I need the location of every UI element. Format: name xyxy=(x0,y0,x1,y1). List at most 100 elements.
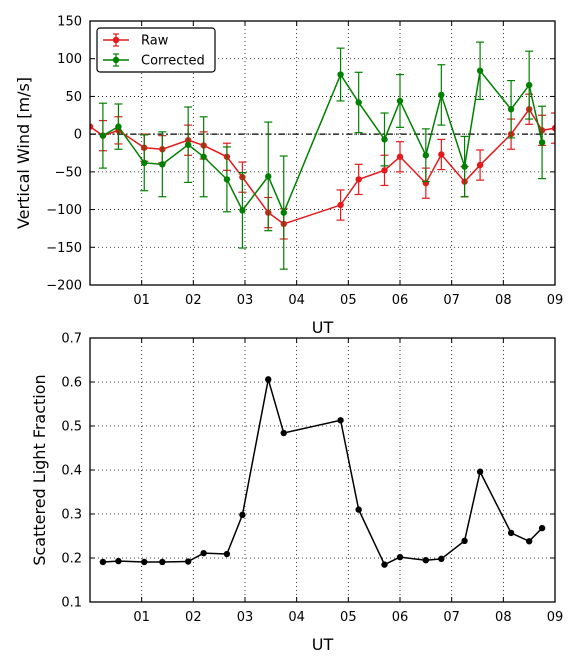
data-point xyxy=(355,506,362,513)
y-tick-label: 100 xyxy=(57,52,82,67)
x-axis-label: UT xyxy=(312,635,334,654)
data-point xyxy=(538,524,546,532)
x-tick-label: 08 xyxy=(495,610,512,625)
data-point xyxy=(159,558,166,566)
data-layer xyxy=(90,41,555,270)
x-tick-label: 06 xyxy=(392,293,409,308)
y-tick-label: 0.1 xyxy=(61,596,82,611)
legend-box xyxy=(96,27,216,73)
y-tick-label: 0 xyxy=(74,128,82,143)
data-point xyxy=(381,167,388,174)
data-point xyxy=(280,429,287,437)
x-tick-label: 01 xyxy=(133,610,150,625)
data-point xyxy=(115,123,122,130)
data-point xyxy=(355,99,362,106)
series-line xyxy=(102,379,543,566)
data-point xyxy=(507,529,515,537)
x-tick-label: 06 xyxy=(392,610,409,625)
vertical-wind-panel: 01 02 03 04 05 06 07 08 09 −200 −150 −100 −50 0 50 100 1… xyxy=(14,15,563,338)
data-point xyxy=(422,152,430,159)
x-tick-label: 07 xyxy=(443,293,460,308)
data-point xyxy=(159,161,166,168)
legend-marker xyxy=(112,56,120,64)
data-point xyxy=(538,139,546,146)
y-tick-label: 50 xyxy=(65,90,82,105)
x-tick-label: 04 xyxy=(288,610,305,625)
data-point xyxy=(280,209,287,216)
legend-label: Raw xyxy=(141,34,169,49)
scattered-light-panel: 01 02 03 04 05 06 07 08 09 0.1 0.2 0.3 0.4 0.5 0.6 0.7 U… xyxy=(30,332,563,655)
x-tick-label: 09 xyxy=(547,293,564,308)
series-corrected xyxy=(98,41,547,270)
data-point xyxy=(239,511,246,519)
data-point xyxy=(115,557,122,565)
data-point xyxy=(337,417,344,424)
x-tick-label: 05 xyxy=(340,293,357,308)
y-tick-label: 0.7 xyxy=(61,332,82,347)
y-axis-label: Scattered Light Fraction xyxy=(30,374,49,565)
y-axis-label: Vertical Wind [m/s] xyxy=(14,77,33,229)
series-line xyxy=(102,68,543,215)
data-layer xyxy=(99,376,546,568)
legend-label: Corrected xyxy=(141,54,205,69)
y-tick-label: −50 xyxy=(55,165,82,180)
data-point xyxy=(355,176,362,183)
data-point xyxy=(396,553,404,561)
y-tick-label: −200 xyxy=(46,279,82,294)
x-tick-label: 01 xyxy=(133,293,150,308)
x-axis-label: UT xyxy=(312,318,334,337)
data-point xyxy=(265,173,272,180)
y-tick-label: 0.4 xyxy=(61,464,82,479)
data-point xyxy=(476,468,484,475)
data-point xyxy=(200,153,207,160)
data-point xyxy=(337,71,344,78)
data-point xyxy=(507,106,515,113)
data-point xyxy=(461,537,468,545)
data-point xyxy=(438,91,445,99)
data-point xyxy=(461,163,468,170)
series-line xyxy=(90,107,555,225)
x-tick-label: 07 xyxy=(443,610,460,625)
x-tick-label: 03 xyxy=(237,293,254,308)
data-point xyxy=(141,159,148,167)
data-point xyxy=(396,153,404,160)
y-tick-label: 0.2 xyxy=(61,552,82,567)
data-point xyxy=(438,555,445,563)
data-point xyxy=(476,161,484,169)
data-point xyxy=(200,549,207,557)
data-point xyxy=(396,97,404,105)
y-tick-label: −100 xyxy=(46,203,82,218)
data-point xyxy=(99,132,107,139)
data-point xyxy=(476,67,484,74)
x-tick-label: 04 xyxy=(288,293,305,308)
data-point xyxy=(422,557,430,564)
plot-frame xyxy=(89,20,556,286)
x-tick-label: 09 xyxy=(547,610,564,625)
data-point xyxy=(141,558,148,566)
data-point xyxy=(184,558,192,565)
data-point xyxy=(381,136,388,143)
y-tick-label: 0.6 xyxy=(61,376,82,391)
data-point xyxy=(223,176,231,183)
data-point xyxy=(239,207,246,214)
x-tick-label: 08 xyxy=(495,293,512,308)
data-point xyxy=(184,141,192,148)
data-point xyxy=(381,561,388,568)
x-tick-label: 05 xyxy=(340,610,357,625)
legend: Raw Corrected xyxy=(96,27,216,73)
x-tick-label: 02 xyxy=(185,293,202,308)
data-point xyxy=(525,538,533,545)
data-point xyxy=(99,558,107,566)
data-point xyxy=(525,81,533,89)
data-point xyxy=(551,124,555,132)
y-tick-label: 150 xyxy=(57,15,82,30)
series-scattered-light xyxy=(99,376,546,568)
x-tick-label: 03 xyxy=(237,610,254,625)
data-point xyxy=(337,201,344,209)
data-point xyxy=(438,151,445,158)
y-tick-label: 0.3 xyxy=(61,508,82,523)
legend-marker xyxy=(112,36,120,44)
data-point xyxy=(265,376,272,383)
x-tick-label: 02 xyxy=(185,610,202,625)
